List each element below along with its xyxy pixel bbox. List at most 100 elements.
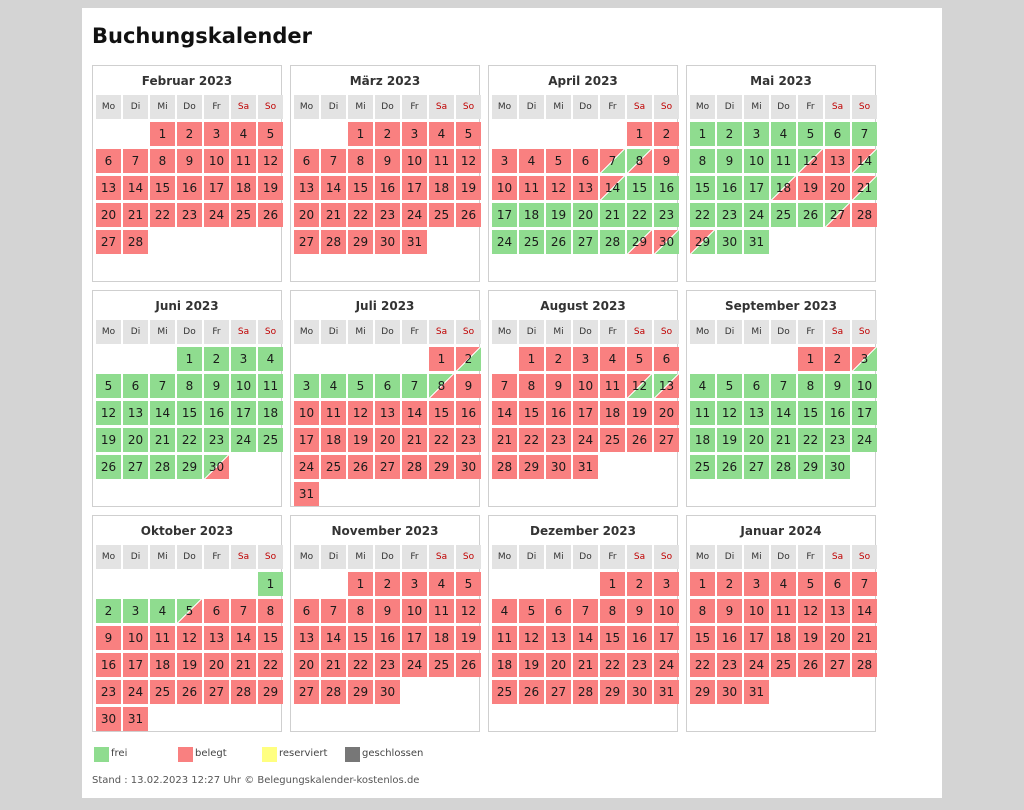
day-cell[interactable]: 7 <box>402 374 427 398</box>
day-cell[interactable]: 27 <box>573 230 598 254</box>
day-cell[interactable]: 16 <box>546 401 571 425</box>
day-cell[interactable]: 14 <box>321 626 346 650</box>
day-cell[interactable]: 10 <box>744 599 769 623</box>
day-cell[interactable]: 12 <box>96 401 121 425</box>
day-cell[interactable]: 2 <box>654 122 679 146</box>
day-cell[interactable]: 13 <box>96 176 121 200</box>
day-cell[interactable]: 10 <box>402 149 427 173</box>
day-cell[interactable]: 1 <box>429 347 454 371</box>
day-cell[interactable]: 6 <box>375 374 400 398</box>
day-cell[interactable]: 29 <box>348 230 373 254</box>
day-cell[interactable]: 28 <box>852 653 877 677</box>
day-cell[interactable]: 3 <box>204 122 229 146</box>
day-cell[interactable]: 21 <box>573 653 598 677</box>
day-cell[interactable]: 6 <box>546 599 571 623</box>
day-cell[interactable]: 21 <box>852 176 877 200</box>
day-cell[interactable]: 27 <box>294 230 319 254</box>
day-cell[interactable]: 3 <box>492 149 517 173</box>
day-cell[interactable]: 30 <box>375 230 400 254</box>
day-cell[interactable]: 30 <box>717 680 742 704</box>
day-cell[interactable]: 5 <box>519 599 544 623</box>
day-cell[interactable]: 14 <box>321 176 346 200</box>
day-cell[interactable]: 21 <box>852 626 877 650</box>
day-cell[interactable]: 21 <box>492 428 517 452</box>
day-cell[interactable]: 5 <box>456 122 481 146</box>
day-cell[interactable]: 8 <box>798 374 823 398</box>
day-cell[interactable]: 5 <box>546 149 571 173</box>
day-cell[interactable]: 3 <box>294 374 319 398</box>
day-cell[interactable]: 7 <box>231 599 256 623</box>
day-cell[interactable]: 28 <box>123 230 148 254</box>
day-cell[interactable]: 6 <box>744 374 769 398</box>
day-cell[interactable]: 16 <box>627 626 652 650</box>
day-cell[interactable]: 11 <box>600 374 625 398</box>
day-cell[interactable]: 19 <box>456 176 481 200</box>
day-cell[interactable]: 2 <box>375 122 400 146</box>
day-cell[interactable]: 5 <box>258 122 283 146</box>
day-cell[interactable]: 17 <box>744 176 769 200</box>
day-cell[interactable]: 23 <box>204 428 229 452</box>
day-cell[interactable]: 12 <box>546 176 571 200</box>
day-cell[interactable]: 27 <box>375 455 400 479</box>
day-cell[interactable]: 23 <box>456 428 481 452</box>
day-cell[interactable]: 28 <box>852 203 877 227</box>
day-cell[interactable]: 10 <box>852 374 877 398</box>
day-cell[interactable]: 5 <box>456 572 481 596</box>
day-cell[interactable]: 2 <box>546 347 571 371</box>
day-cell[interactable]: 20 <box>96 203 121 227</box>
day-cell[interactable]: 7 <box>321 599 346 623</box>
day-cell[interactable]: 5 <box>348 374 373 398</box>
day-cell[interactable]: 9 <box>627 599 652 623</box>
day-cell[interactable]: 24 <box>744 653 769 677</box>
day-cell[interactable]: 4 <box>771 572 796 596</box>
day-cell[interactable]: 14 <box>573 626 598 650</box>
day-cell[interactable]: 22 <box>348 203 373 227</box>
day-cell[interactable]: 29 <box>348 680 373 704</box>
day-cell[interactable]: 1 <box>600 572 625 596</box>
day-cell[interactable]: 20 <box>294 203 319 227</box>
day-cell[interactable]: 29 <box>519 455 544 479</box>
day-cell[interactable]: 11 <box>429 149 454 173</box>
day-cell[interactable]: 20 <box>123 428 148 452</box>
day-cell[interactable]: 16 <box>375 626 400 650</box>
day-cell[interactable]: 28 <box>771 455 796 479</box>
day-cell[interactable]: 12 <box>348 401 373 425</box>
day-cell[interactable]: 18 <box>258 401 283 425</box>
day-cell[interactable]: 27 <box>546 680 571 704</box>
day-cell[interactable]: 13 <box>654 374 679 398</box>
day-cell[interactable]: 15 <box>150 176 175 200</box>
day-cell[interactable]: 13 <box>294 626 319 650</box>
day-cell[interactable]: 17 <box>231 401 256 425</box>
day-cell[interactable]: 19 <box>546 203 571 227</box>
day-cell[interactable]: 25 <box>258 428 283 452</box>
day-cell[interactable]: 2 <box>177 122 202 146</box>
day-cell[interactable]: 17 <box>123 653 148 677</box>
day-cell[interactable]: 23 <box>546 428 571 452</box>
day-cell[interactable]: 5 <box>798 122 823 146</box>
day-cell[interactable]: 26 <box>177 680 202 704</box>
day-cell[interactable]: 12 <box>456 149 481 173</box>
day-cell[interactable]: 3 <box>852 347 877 371</box>
day-cell[interactable]: 18 <box>429 626 454 650</box>
day-cell[interactable]: 29 <box>600 680 625 704</box>
day-cell[interactable]: 21 <box>771 428 796 452</box>
day-cell[interactable]: 2 <box>717 572 742 596</box>
day-cell[interactable]: 30 <box>546 455 571 479</box>
day-cell[interactable]: 4 <box>150 599 175 623</box>
day-cell[interactable]: 26 <box>519 680 544 704</box>
day-cell[interactable]: 16 <box>456 401 481 425</box>
day-cell[interactable]: 1 <box>690 572 715 596</box>
day-cell[interactable]: 23 <box>717 203 742 227</box>
day-cell[interactable]: 19 <box>798 176 823 200</box>
day-cell[interactable]: 13 <box>375 401 400 425</box>
day-cell[interactable]: 29 <box>690 680 715 704</box>
day-cell[interactable]: 21 <box>321 203 346 227</box>
day-cell[interactable]: 28 <box>321 680 346 704</box>
day-cell[interactable]: 20 <box>654 401 679 425</box>
day-cell[interactable]: 14 <box>231 626 256 650</box>
day-cell[interactable]: 28 <box>231 680 256 704</box>
day-cell[interactable]: 15 <box>348 176 373 200</box>
day-cell[interactable]: 11 <box>492 626 517 650</box>
day-cell[interactable]: 29 <box>258 680 283 704</box>
day-cell[interactable]: 18 <box>492 653 517 677</box>
